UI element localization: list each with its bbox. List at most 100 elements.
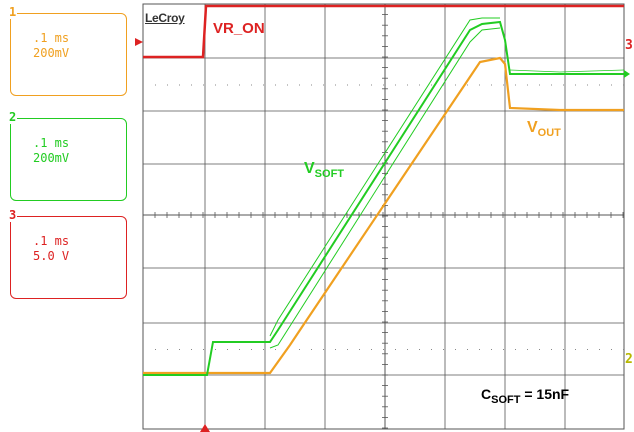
graticule-dot xyxy=(551,349,552,350)
graticule-dot xyxy=(455,84,456,86)
trigger-marker-bottom xyxy=(200,424,210,432)
channel-2-number: 2 xyxy=(8,110,18,124)
graticule-dot xyxy=(467,84,468,86)
vsoft-noise-band xyxy=(269,17,500,337)
vr-on-trace xyxy=(143,4,624,59)
graticule-dot xyxy=(155,349,156,350)
graticule-dot xyxy=(503,349,504,350)
channel-3-offset-marker[interactable]: 3 xyxy=(625,38,633,53)
graticule-dot xyxy=(383,349,384,350)
vsoft-trace xyxy=(143,20,624,376)
graticule-dot xyxy=(515,84,516,86)
graticule-dot xyxy=(491,349,492,350)
graticule-dot xyxy=(287,84,288,86)
graticule-dot xyxy=(359,349,360,350)
graticule-dot xyxy=(479,349,480,350)
graticule-dot xyxy=(251,84,252,86)
graticule-dot xyxy=(539,84,540,86)
channel-1-settings: .1 ms 200mV xyxy=(33,31,69,61)
graticule-dot xyxy=(239,84,240,86)
vout-trace xyxy=(143,56,624,375)
trigger-marker-right xyxy=(624,70,630,78)
graticule-dot xyxy=(215,84,216,86)
graticule-dot xyxy=(527,84,528,86)
graticule-dot xyxy=(347,349,348,350)
graticule-dot xyxy=(587,349,588,350)
vout-label-main: V xyxy=(527,119,538,136)
graticule-dot xyxy=(599,349,600,350)
graticule-dot xyxy=(467,349,468,350)
graticule-dot xyxy=(527,349,528,350)
graticule-dot xyxy=(167,349,168,350)
graticule-dot xyxy=(179,84,180,86)
channel-1-box[interactable]: 1 .1 ms 200mV xyxy=(8,5,127,96)
channel-1-scale: 200mV xyxy=(33,46,70,60)
graticule-dot xyxy=(167,84,168,86)
channel-2-box[interactable]: 2 .1 ms 200mV xyxy=(8,110,127,201)
graticule-dot xyxy=(551,84,552,86)
graticule-dot xyxy=(323,349,324,350)
graticule-dot xyxy=(251,349,252,350)
graticule-dot xyxy=(191,84,192,86)
channel-1-timebase: .1 ms xyxy=(33,31,70,45)
channel-1-number: 1 xyxy=(8,5,18,19)
graticule-dot xyxy=(587,84,588,86)
channel-2-timebase: .1 ms xyxy=(33,136,70,150)
graticule-dot xyxy=(575,349,576,350)
vsoft-noise-band-tail xyxy=(509,69,625,73)
graticule-dot xyxy=(395,84,396,86)
graticule-dot xyxy=(371,84,372,86)
vout-label-sub: OUT xyxy=(537,127,561,140)
graticule-dot xyxy=(431,84,432,86)
graticule-dot xyxy=(227,349,228,350)
graticule-dot xyxy=(155,84,156,86)
vout-label: VOUT xyxy=(527,119,561,139)
csoft-annotation-value: = 15nF xyxy=(520,386,570,402)
graticule-ticks xyxy=(142,3,624,429)
graticule-dot xyxy=(299,349,300,350)
graticule-dot xyxy=(443,84,444,86)
graticule-dot xyxy=(383,84,384,86)
graticule-dot xyxy=(203,84,204,86)
channel-3-timebase: .1 ms xyxy=(33,234,70,248)
graticule-dot xyxy=(563,349,564,350)
graticule-dot xyxy=(479,84,480,86)
graticule-dot xyxy=(335,84,336,86)
vr-on-label: VR_ON xyxy=(213,20,265,37)
channel-2-scale: 200mV xyxy=(33,151,70,165)
vsoft-label: VSOFT xyxy=(304,160,344,180)
channel-3-box[interactable]: 3 .1 ms 5.0 V xyxy=(8,208,127,299)
graticule-dot xyxy=(215,349,216,350)
graticule-dot xyxy=(623,349,624,350)
graticule-dot xyxy=(455,349,456,350)
channel-2-offset-marker[interactable]: 2 xyxy=(625,352,633,367)
graticule-dot xyxy=(275,84,276,86)
graticule-dot xyxy=(335,349,336,350)
graticule-dot xyxy=(503,84,504,86)
graticule-dot xyxy=(299,84,300,86)
channel-3-scale: 5.0 V xyxy=(33,249,70,263)
graticule-dots xyxy=(155,84,624,350)
graticule-dot xyxy=(419,349,420,350)
graticule-dot xyxy=(347,84,348,86)
graticule-dot xyxy=(419,84,420,86)
graticule-dot xyxy=(263,84,264,86)
graticule-dot xyxy=(275,349,276,350)
vsoft-label-main: V xyxy=(304,160,315,177)
csoft-annotation-sub: SOFT xyxy=(491,393,521,406)
graticule-dot xyxy=(443,349,444,350)
graticule-dot xyxy=(407,349,408,350)
lecroy-logo: LeCroy xyxy=(145,11,185,25)
graticule-dot xyxy=(179,349,180,350)
graticule-dot xyxy=(359,84,360,86)
graticule-dot xyxy=(203,349,204,350)
graticule-dot xyxy=(575,84,576,86)
channel-3-settings: .1 ms 5.0 V xyxy=(33,234,69,264)
graticule-dot xyxy=(191,349,192,350)
csoft-annotation: CSOFT = 15nF xyxy=(481,386,569,406)
graticule-dot xyxy=(395,349,396,350)
graticule-dot xyxy=(263,349,264,350)
graticule-dot xyxy=(539,349,540,350)
graticule-dot xyxy=(371,349,372,350)
